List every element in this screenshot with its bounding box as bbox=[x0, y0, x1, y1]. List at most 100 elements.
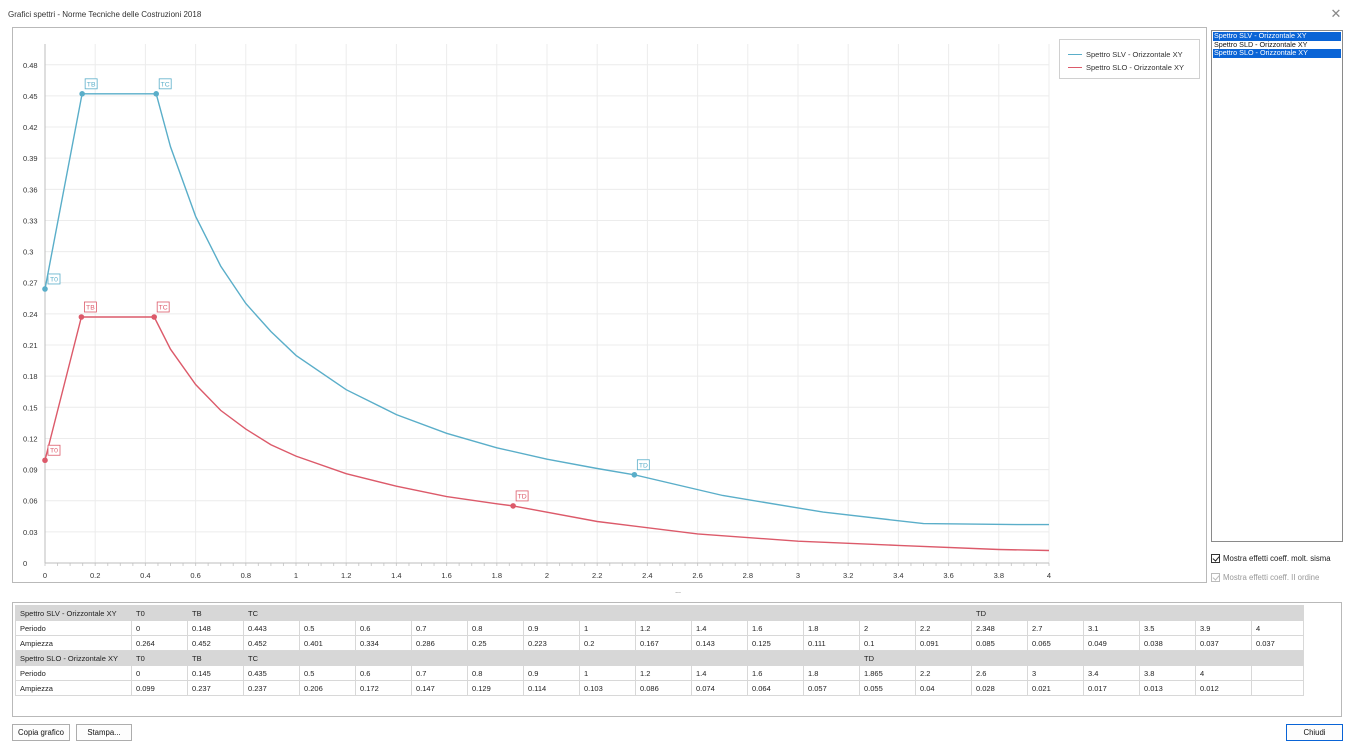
table-cell bbox=[1083, 650, 1140, 666]
table-cell: 0.286 bbox=[411, 635, 468, 651]
x-tick-label: 0.2 bbox=[90, 571, 100, 580]
x-tick-label: 3.2 bbox=[843, 571, 853, 580]
table-cell: T0 bbox=[131, 650, 188, 666]
table-cell: 0.401 bbox=[299, 635, 356, 651]
table-cell: 0.452 bbox=[187, 635, 244, 651]
table-cell: 3.9 bbox=[1195, 620, 1252, 636]
table-cell: 0.021 bbox=[1027, 680, 1084, 696]
table-cell: 2 bbox=[859, 620, 916, 636]
marker-t0 bbox=[42, 286, 48, 292]
table-cell: 0.145 bbox=[187, 665, 244, 681]
marker-label: TC bbox=[159, 304, 168, 311]
table-cell bbox=[355, 605, 412, 621]
table-cell bbox=[411, 650, 468, 666]
table-cell: 0.9 bbox=[523, 620, 580, 636]
table-cell bbox=[635, 650, 692, 666]
series-item-slo[interactable]: Spettro SLO - Orizzontale XY bbox=[1213, 48, 1341, 58]
table-row: Periodo 0 0.148 0.443 0.5 0.6 0.7 0.8 0.9 1 1.2 1.4… bbox=[15, 620, 1304, 636]
table-cell: 0.148 bbox=[187, 620, 244, 636]
marker-label: TB bbox=[87, 81, 96, 88]
x-tick-label: 2 bbox=[545, 571, 549, 580]
x-tick-label: 1.6 bbox=[441, 571, 451, 580]
ii-ordine-option: Mostra effetti coeff. II ordine bbox=[1211, 571, 1319, 583]
table-cell: 0.037 bbox=[1251, 635, 1304, 651]
table-cell: 0.055 bbox=[859, 680, 916, 696]
table-row-label: Ampiezza bbox=[15, 635, 132, 651]
table-cell: 2.7 bbox=[1027, 620, 1084, 636]
table-row-label: Spettro SLV - Orizzontale XY bbox=[15, 605, 132, 621]
copy-chart-button[interactable]: Copia grafico bbox=[12, 724, 70, 741]
table-cell: 0.443 bbox=[243, 620, 300, 636]
table-cell bbox=[467, 650, 524, 666]
table-cell: 3.1 bbox=[1083, 620, 1140, 636]
table-cell: 3.8 bbox=[1139, 665, 1196, 681]
x-tick-label: 0.8 bbox=[241, 571, 251, 580]
close-button[interactable]: Chiudi bbox=[1286, 724, 1343, 741]
table-cell: 2.2 bbox=[915, 620, 972, 636]
y-tick-label: 0.42 bbox=[23, 123, 38, 132]
molt-sisma-checkbox[interactable] bbox=[1211, 553, 1220, 563]
table-header-row: Spettro SLO - Orizzontale XY T0 TB TC TD bbox=[15, 650, 1304, 666]
window-title: Grafici spettri - Norme Tecniche delle C… bbox=[8, 10, 202, 19]
table-row: Periodo 0 0.145 0.435 0.5 0.6 0.7 0.8 0.9 1 1.2 1.4… bbox=[15, 665, 1304, 681]
table-cell: 4 bbox=[1251, 620, 1304, 636]
legend-swatch-slv bbox=[1068, 54, 1082, 55]
y-tick-label: 0.39 bbox=[23, 154, 38, 163]
table-cell bbox=[691, 650, 748, 666]
y-tick-label: 0.24 bbox=[23, 310, 38, 319]
legend-swatch-slo bbox=[1068, 67, 1082, 68]
series-item-slv[interactable]: Spettro SLV - Orizzontale XY bbox=[1213, 31, 1341, 41]
table-cell: 0.452 bbox=[243, 635, 300, 651]
table-cell: 0.9 bbox=[523, 665, 580, 681]
series-item-sld[interactable]: Spettro SLD - Orizzontale XY bbox=[1213, 40, 1341, 49]
table-cell: 0.237 bbox=[243, 680, 300, 696]
molt-sisma-option[interactable]: Mostra effetti coeff. molt. sisma bbox=[1211, 552, 1331, 564]
chart-area: 0 0.03 0.06 0.09 0.12 0.15 0.18 0.21 0.24 0.27 0.3… bbox=[12, 27, 1207, 583]
x-tick-label: 1.4 bbox=[391, 571, 401, 580]
marker-td bbox=[510, 503, 516, 509]
close-icon[interactable]: ✕ bbox=[1330, 6, 1342, 21]
table-cell: TC bbox=[243, 605, 300, 621]
table-cell: 0.103 bbox=[579, 680, 636, 696]
table-cell: 0.2 bbox=[579, 635, 636, 651]
table-cell: 3 bbox=[1027, 665, 1084, 681]
y-tick-label: 0.3 bbox=[23, 248, 33, 257]
table-cell: 1.2 bbox=[635, 665, 692, 681]
table-cell: T0 bbox=[131, 605, 188, 621]
table-cell bbox=[915, 605, 972, 621]
marker-label-box bbox=[158, 78, 172, 90]
table-cell: 0.064 bbox=[747, 680, 804, 696]
table-cell: 0.223 bbox=[523, 635, 580, 651]
series-list[interactable]: Spettro SLV - Orizzontale XY Spettro SLD… bbox=[1211, 30, 1343, 542]
table-cell: 2.2 bbox=[915, 665, 972, 681]
table-row-label: Ampiezza bbox=[15, 680, 132, 696]
table-cell bbox=[467, 605, 524, 621]
table-cell: TC bbox=[243, 650, 300, 666]
marker-label: TB bbox=[86, 304, 95, 311]
marker-label: T0 bbox=[50, 448, 58, 455]
table-cell: 0.206 bbox=[299, 680, 356, 696]
y-tick-label: 0.33 bbox=[23, 216, 38, 225]
marker-label-box bbox=[47, 273, 61, 285]
table-cell bbox=[803, 650, 860, 666]
panel-splitter[interactable]: ... bbox=[675, 588, 681, 595]
table-cell bbox=[523, 605, 580, 621]
y-tick-label: 0.48 bbox=[23, 61, 38, 70]
x-tick-label: 1 bbox=[294, 571, 298, 580]
x-tick-label: 2.6 bbox=[692, 571, 702, 580]
table-cell: 1 bbox=[579, 665, 636, 681]
print-button[interactable]: Stampa... bbox=[76, 724, 132, 741]
table-cell: 0.04 bbox=[915, 680, 972, 696]
table-cell: 0.013 bbox=[1139, 680, 1196, 696]
table-cell: 0.1 bbox=[859, 635, 916, 651]
table-cell bbox=[915, 650, 972, 666]
table-cell: 1.8 bbox=[803, 665, 860, 681]
table-row-label: Periodo bbox=[15, 665, 132, 681]
table-cell: 1.8 bbox=[803, 620, 860, 636]
table-cell: 3.5 bbox=[1139, 620, 1196, 636]
x-tick-label: 2.8 bbox=[743, 571, 753, 580]
table-cell: 0.065 bbox=[1027, 635, 1084, 651]
table-cell: TB bbox=[187, 605, 244, 621]
x-tick-label: 0 bbox=[43, 571, 47, 580]
table-cell: TB bbox=[187, 650, 244, 666]
